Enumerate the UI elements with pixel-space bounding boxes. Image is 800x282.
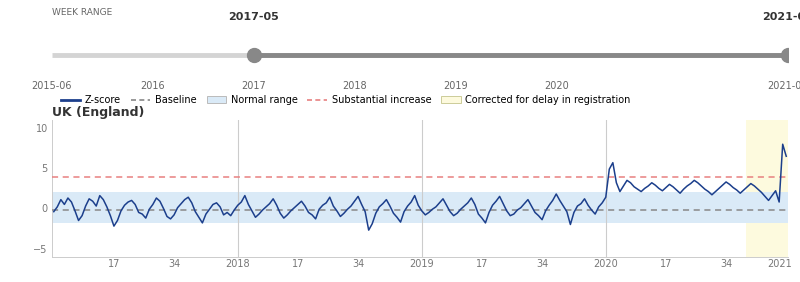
Text: 2020: 2020 bbox=[544, 81, 569, 91]
Text: 2017-05: 2017-05 bbox=[228, 12, 279, 22]
Text: 2021-03: 2021-03 bbox=[768, 81, 800, 91]
Text: 2019: 2019 bbox=[443, 81, 468, 91]
Legend: Z-score, Baseline, Normal range, Substantial increase, Corrected for delay in re: Z-score, Baseline, Normal range, Substan… bbox=[57, 91, 634, 109]
Text: 2016: 2016 bbox=[141, 81, 165, 91]
Text: 2015-06: 2015-06 bbox=[32, 81, 72, 91]
Text: 2018: 2018 bbox=[342, 81, 367, 91]
Bar bbox=[746, 120, 788, 257]
Bar bbox=[52, 191, 788, 223]
Text: 2017: 2017 bbox=[242, 81, 266, 91]
Text: WEEK RANGE: WEEK RANGE bbox=[52, 8, 112, 17]
Text: 2021-03: 2021-03 bbox=[762, 12, 800, 22]
Text: UK (England): UK (England) bbox=[52, 106, 144, 119]
